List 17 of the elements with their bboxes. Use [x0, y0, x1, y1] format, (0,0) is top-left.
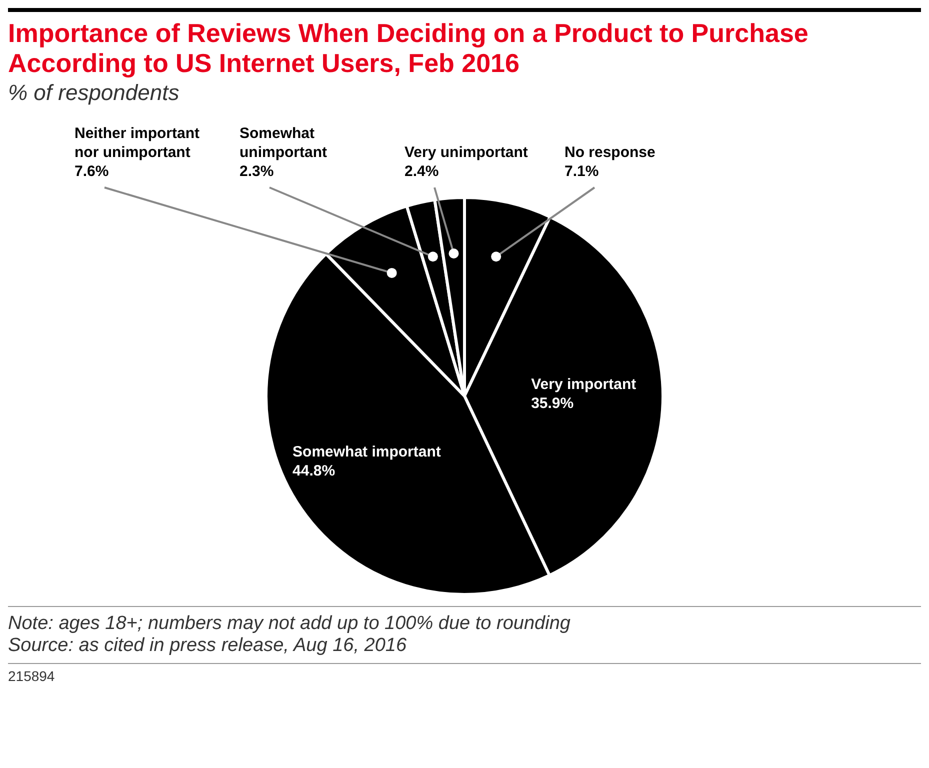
- source-note: Source: as cited in press release, Aug 16, 2016: [8, 635, 408, 657]
- slice-label: Very unimportant: [404, 144, 528, 162]
- chart-subtitle: % of respondents: [8, 80, 180, 106]
- chart-title: Importance of Reviews When Deciding on a Product to Purchase According to US Internet Users, Feb 2016: [8, 18, 810, 78]
- data-label: 2.3%: [240, 163, 274, 180]
- slice-label: No response: [564, 144, 656, 162]
- data-label: 7.6%: [74, 163, 109, 180]
- slice-label: Very important: [531, 376, 636, 393]
- slice-label: Somewhat unimportant: [240, 125, 327, 162]
- text: 215894: [8, 663, 921, 684]
- text: Note: ages 18+; numbers may not add up to 100% due to rounding: [8, 613, 572, 635]
- data-label: 2.4%: [404, 163, 439, 180]
- slice-label: Neither important nor unimportant: [74, 125, 200, 162]
- data-label: 44.8%: [292, 462, 336, 480]
- data-label: 7.1%: [564, 163, 599, 180]
- data-label: 35.9%: [531, 394, 574, 412]
- slice-label: Somewhat important: [292, 444, 441, 461]
